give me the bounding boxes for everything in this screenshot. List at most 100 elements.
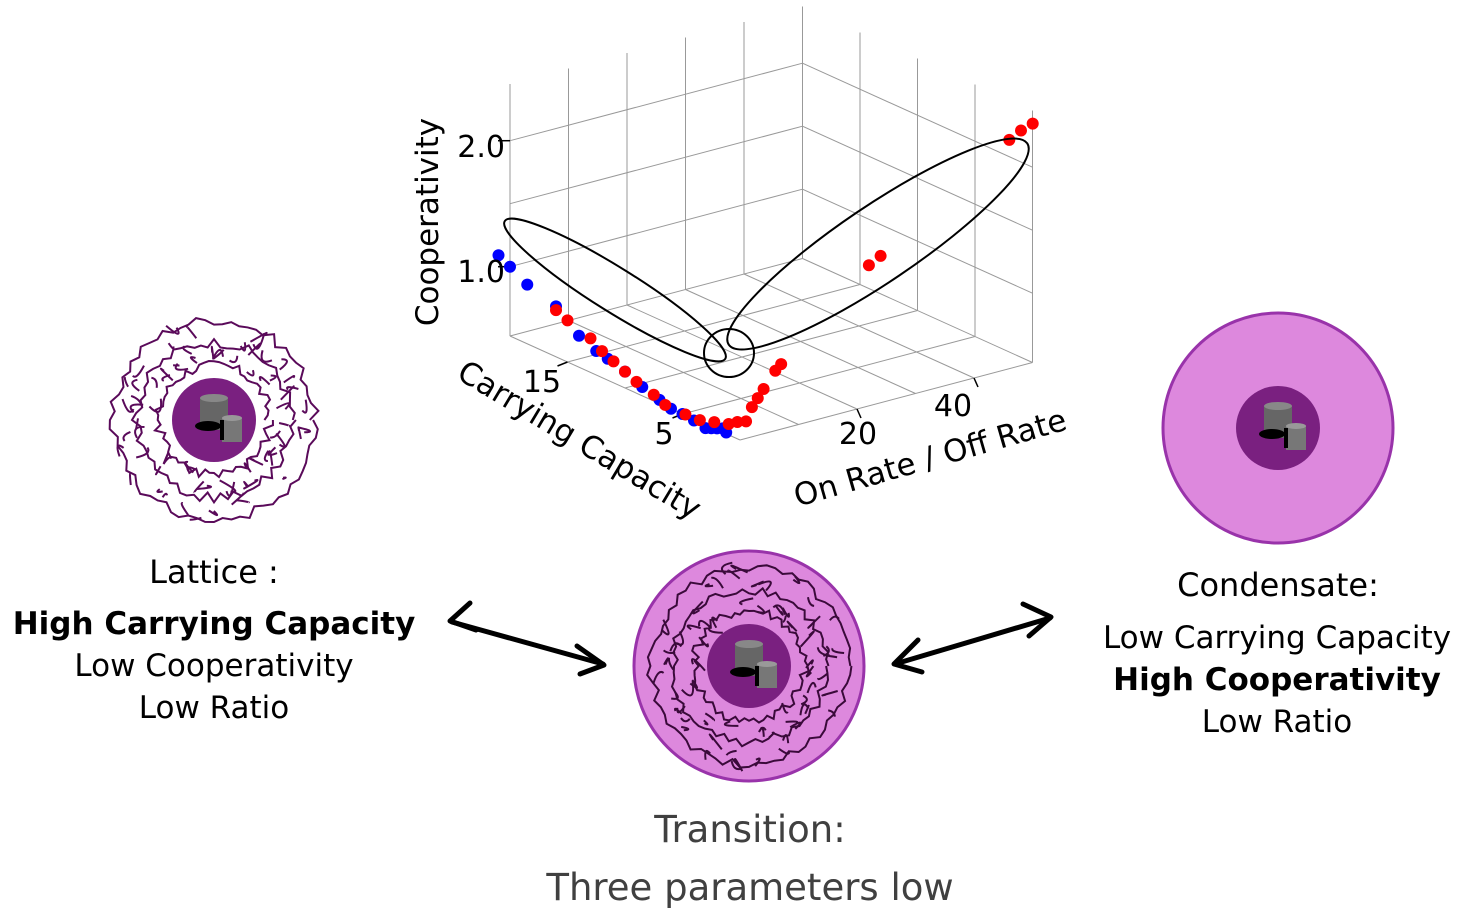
strand-curl xyxy=(698,619,711,628)
strand-curl xyxy=(727,569,741,580)
strand-curl xyxy=(282,476,287,481)
y-axis-label: On Rate / Off Rate xyxy=(790,402,1071,514)
strand-curl xyxy=(831,647,845,654)
scatter-point xyxy=(619,365,631,378)
scatter-point xyxy=(862,259,875,272)
strand-curl xyxy=(231,492,245,506)
strand-ring xyxy=(152,360,274,479)
strand-curl xyxy=(279,358,288,371)
strand-curl xyxy=(249,331,268,343)
back-wall-grid-line xyxy=(802,188,1033,294)
strand-curl xyxy=(301,399,308,414)
z-axis-label: Cooperativity xyxy=(410,118,446,326)
strand-curl xyxy=(297,426,302,440)
scatter-point xyxy=(550,304,562,317)
strand-curl xyxy=(267,450,274,466)
strand-curl xyxy=(711,576,724,589)
strand-curl xyxy=(754,757,761,767)
strand-curl xyxy=(652,670,665,684)
lattice-line-1: High Carrying Capacity xyxy=(12,606,416,642)
strand-curl xyxy=(704,749,711,760)
strand-curl xyxy=(711,616,719,629)
strand-ring xyxy=(130,337,297,505)
strand-curl xyxy=(276,402,291,410)
strand-curl xyxy=(189,516,202,521)
floor-grid-line xyxy=(567,284,861,363)
strand-curl xyxy=(805,659,814,669)
strand-curl xyxy=(247,342,262,356)
strand-curl xyxy=(132,365,145,378)
floor-grid-line xyxy=(624,310,918,389)
strand-curl xyxy=(786,620,798,632)
strand-curl xyxy=(807,615,821,629)
transition-title: Transition: xyxy=(654,808,846,851)
scatter-point xyxy=(745,401,758,414)
strand-curl xyxy=(723,720,739,727)
x-tick-label: 15 xyxy=(523,365,561,400)
scatter-point xyxy=(708,416,721,429)
condensate-title: Condensate: xyxy=(1177,566,1379,604)
strand-curl xyxy=(691,658,706,672)
strand-ring xyxy=(691,609,810,724)
condensate-line-3: Low Ratio xyxy=(1201,704,1353,740)
strand-curl xyxy=(148,398,163,413)
strand-curl xyxy=(246,369,255,377)
scatter-point xyxy=(659,398,672,411)
scatter-point xyxy=(521,278,534,291)
strand-curl xyxy=(821,690,838,697)
strand-curl xyxy=(667,657,675,671)
strand-curl xyxy=(781,702,789,714)
strand-curl xyxy=(792,575,801,585)
strand-curl xyxy=(662,649,676,655)
strand-curl xyxy=(184,460,195,474)
strand-curl xyxy=(165,324,180,335)
strand-curl xyxy=(730,564,749,574)
strand-curl xyxy=(213,349,225,360)
condensate-line-2: High Cooperativity xyxy=(1113,662,1441,698)
strand-curl xyxy=(778,747,790,755)
strand-curl xyxy=(698,636,709,648)
strand-curl xyxy=(167,342,175,350)
strand-curl xyxy=(130,394,144,408)
strand-curl xyxy=(185,325,198,339)
strand-curl xyxy=(708,624,723,634)
strand-curl xyxy=(768,731,775,739)
strand-curl xyxy=(692,600,704,615)
strand-curl xyxy=(258,376,271,386)
scatter-point xyxy=(607,355,620,368)
scatter-point xyxy=(596,345,608,358)
lattice-icon xyxy=(108,317,320,524)
lattice-strands xyxy=(108,317,320,524)
z-tick-label: 2.0 xyxy=(457,130,505,165)
scatter-point xyxy=(751,392,764,405)
strand-curl xyxy=(708,733,723,751)
strand-curl xyxy=(720,561,733,575)
strand-curl xyxy=(704,712,716,722)
y-tick-label: 40 xyxy=(934,389,972,424)
strand-ring xyxy=(646,564,853,769)
scatter-point xyxy=(757,382,770,395)
strand-curl xyxy=(781,607,790,618)
strand-curl xyxy=(286,386,299,391)
strand-curl xyxy=(180,502,189,516)
floor-grid-line xyxy=(682,336,976,415)
strand-curl xyxy=(671,691,679,700)
strand-curl xyxy=(283,375,296,384)
strand-curl xyxy=(129,472,132,486)
scatter-point xyxy=(731,416,744,429)
strand-curl xyxy=(703,719,709,726)
strand-curl xyxy=(121,398,135,413)
scatter-point xyxy=(693,414,706,427)
highlight-ellipse-right xyxy=(726,137,1030,351)
strand-curl xyxy=(131,378,140,392)
strand-curl xyxy=(269,374,277,382)
scatter-point xyxy=(679,408,692,421)
strand-curl xyxy=(782,734,790,744)
back-wall-grid-line xyxy=(802,62,1033,168)
strand-curl xyxy=(196,484,213,490)
strand-curl xyxy=(730,760,743,771)
strand-curl xyxy=(297,426,312,434)
strand-curl xyxy=(278,422,291,428)
